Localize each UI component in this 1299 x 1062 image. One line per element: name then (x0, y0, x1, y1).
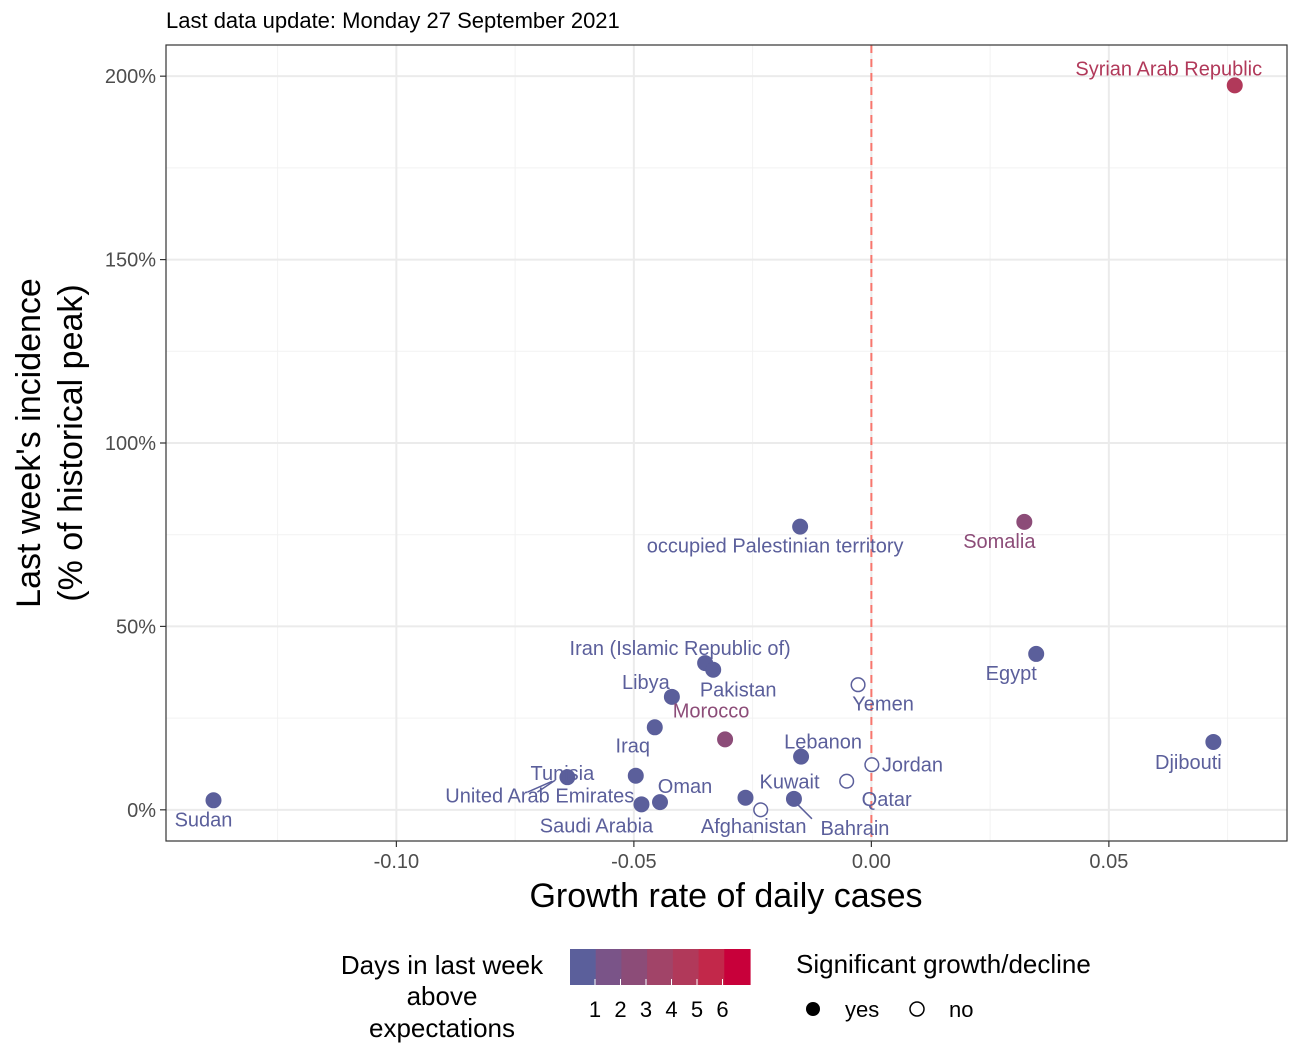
legend-open-circle-icon (909, 1001, 925, 1017)
y-tick-label: 0% (127, 800, 156, 822)
data-point (205, 792, 222, 809)
point-label: Egypt (986, 663, 1038, 685)
point-label: Morocco (673, 700, 750, 722)
point-label: Saudi Arabia (540, 815, 654, 837)
chart-subtitle: Last data update: Monday 27 September 20… (166, 8, 620, 33)
color-bar-tick-label: 4 (665, 997, 677, 1022)
color-bar (570, 949, 751, 985)
y-tick-label: 200% (105, 66, 156, 88)
point-label: Libya (622, 672, 671, 694)
point-label: Lebanon (784, 732, 862, 754)
color-bar-segment (724, 949, 751, 985)
y-tick-label: 100% (105, 433, 156, 455)
data-point (753, 802, 769, 818)
color-bar-segment (595, 949, 623, 985)
plot-panel: Syrian Arab Republic Somalia occupied Pale… (165, 44, 1288, 842)
legend-yes-label: yes (845, 997, 879, 1022)
point-label: Qatar (862, 789, 912, 811)
major-gridlines (166, 45, 1287, 841)
point-label: Yemen (852, 694, 914, 716)
point-label: Syrian Arab Republic (1075, 58, 1262, 80)
point-label: occupied Palestinian territory (647, 536, 904, 558)
legend-filled-circle-icon (806, 1002, 820, 1016)
data-point (1205, 733, 1222, 750)
legend-no-label: no (949, 997, 973, 1022)
data-point (705, 661, 722, 678)
point-labels: Syrian Arab Republic Somalia occupied Pale… (175, 58, 1263, 839)
data-point (793, 748, 810, 765)
data-point (1226, 77, 1243, 94)
color-legend-title-line-1: Days in last week (341, 950, 544, 980)
point-label: Bahrain (820, 818, 889, 840)
x-axis-title: Growth rate of daily cases (529, 877, 922, 915)
point-label: Somalia (963, 531, 1036, 553)
x-tick-label: -0.10 (374, 851, 420, 873)
color-bar-segment (570, 949, 597, 985)
y-tick-label: 50% (116, 616, 156, 638)
point-label: Kuwait (759, 772, 819, 794)
data-point (633, 796, 650, 813)
x-tick-label: -0.05 (611, 851, 657, 873)
y-axis-ticks: 0% 50% 100% 150% 200% (105, 66, 166, 822)
color-bar-tick-label: 2 (614, 997, 626, 1022)
point-label: Afghanistan (701, 816, 807, 838)
data-point (737, 789, 754, 806)
color-bar-tick-label: 1 (589, 997, 601, 1022)
point-label: Iraq (616, 735, 650, 757)
y-axis-title-line-2: (% of historical peak) (52, 284, 90, 601)
point-label: Pakistan (700, 680, 777, 702)
label-leader-line (797, 804, 813, 820)
point-label: Tunisia (531, 763, 596, 785)
color-bar-segment (647, 949, 674, 985)
data-point (627, 767, 644, 784)
data-point (839, 773, 855, 789)
label-leader-lines (527, 779, 813, 820)
color-bar-segment (621, 949, 648, 985)
x-tick-label: 0.05 (1089, 851, 1128, 873)
data-point (792, 518, 809, 535)
data-point (785, 790, 802, 807)
data-point (850, 677, 866, 693)
data-point (1028, 645, 1045, 662)
color-bar-segment (672, 949, 700, 985)
label-leader-line (527, 780, 553, 793)
x-tick-label: 0.00 (852, 851, 891, 873)
label-leader-line (536, 779, 556, 793)
color-bar-segment (698, 949, 725, 985)
x-axis-ticks: -0.10 -0.05 0.00 0.05 (374, 841, 1128, 873)
color-bar-tick-label: 6 (716, 997, 728, 1022)
data-points (205, 77, 1243, 818)
point-label: Sudan (175, 809, 233, 831)
data-point (559, 769, 576, 786)
color-legend-title-line-2: above (407, 981, 478, 1011)
data-point (864, 757, 880, 773)
data-point (646, 719, 663, 736)
color-bar-tick-label: 5 (691, 997, 703, 1022)
y-axis-title-line-1: Last week's incidence (10, 278, 48, 608)
data-point (663, 688, 680, 705)
point-label: Oman (658, 776, 712, 798)
point-label: Jordan (882, 755, 943, 777)
point-label: Djibouti (1155, 752, 1222, 774)
shape-legend: Significant growth/decline yes no (796, 949, 1091, 1022)
color-legend-title-line-3: expectations (369, 1013, 515, 1043)
point-label: Iran (Islamic Republic of) (570, 638, 791, 660)
color-bar-tick-label: 3 (640, 997, 652, 1022)
shape-legend-title: Significant growth/decline (796, 949, 1091, 979)
y-axis-title: Last week's incidence (% of historical p… (10, 278, 90, 608)
point-label: United Arab Emirates (445, 786, 634, 808)
data-point (1016, 513, 1033, 530)
data-point (652, 794, 668, 811)
data-point (717, 731, 734, 748)
y-tick-label: 150% (105, 250, 156, 272)
